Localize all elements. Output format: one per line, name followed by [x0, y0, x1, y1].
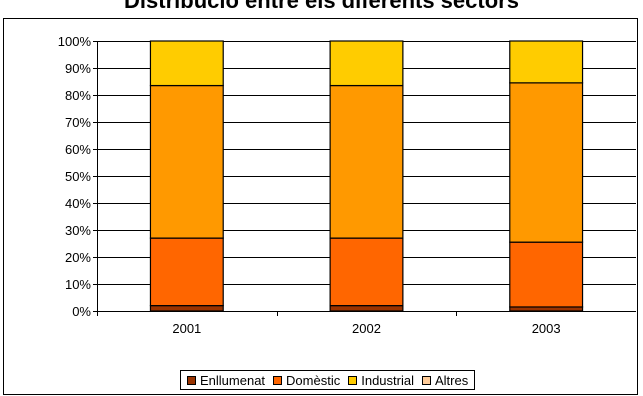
bar-segment: [329, 84, 404, 239]
bar-segment: [149, 237, 224, 307]
bar-segment: [329, 305, 404, 312]
bars: [149, 40, 584, 312]
legend-label: Enllumenat: [200, 372, 266, 388]
y-tick-label: 20%: [65, 250, 91, 265]
legend: Enllumenat Domèstic Industrial Altres: [180, 370, 476, 390]
bar-segment: [149, 40, 224, 87]
legend-swatch: [187, 375, 196, 385]
legend-label: Domèstic: [286, 372, 341, 388]
x-tick-label: 2003: [532, 321, 561, 336]
x-tick-label: 2001: [172, 321, 201, 336]
bar-segment: [509, 241, 584, 308]
legend-item: Industrial: [348, 373, 414, 388]
chart-frame: [3, 18, 638, 395]
y-tick-label: 40%: [65, 196, 91, 211]
bar-segment: [149, 305, 224, 312]
y-tick-label: 60%: [65, 142, 91, 157]
legend-swatch: [273, 375, 283, 385]
bar-segment: [329, 237, 404, 307]
bar-segment: [329, 40, 404, 87]
axes: 0% 10% 20% 30% 40% 50% 60% 70% 80% 90% 100% 2001 200…: [58, 34, 636, 336]
bar-segment: [509, 306, 584, 312]
y-tick-label: 90%: [65, 61, 91, 76]
y-tick-label: 0%: [72, 304, 91, 319]
legend-item: Enllumenat: [187, 373, 265, 388]
legend-label: Altres: [434, 372, 469, 388]
y-tick-label: 100%: [58, 34, 92, 49]
y-tick-label: 10%: [65, 277, 91, 292]
y-tick-label: 30%: [65, 223, 91, 238]
y-tick-label: 80%: [65, 88, 91, 103]
chart-title: Distribució entre els diferents sectors: [0, 0, 643, 12]
x-tick-label: 2002: [352, 321, 381, 336]
legend-swatch: [421, 375, 431, 385]
y-tick-label: 70%: [65, 115, 91, 130]
bar-segment: [509, 40, 584, 84]
legend-swatch: [348, 375, 358, 385]
legend-label: Industrial: [361, 372, 414, 388]
legend-item: Domèstic: [273, 373, 340, 388]
y-tick-label: 50%: [65, 169, 91, 184]
bar-segment: [149, 84, 224, 239]
legend-item: Altres: [421, 372, 469, 388]
bar-segment: [509, 82, 584, 243]
